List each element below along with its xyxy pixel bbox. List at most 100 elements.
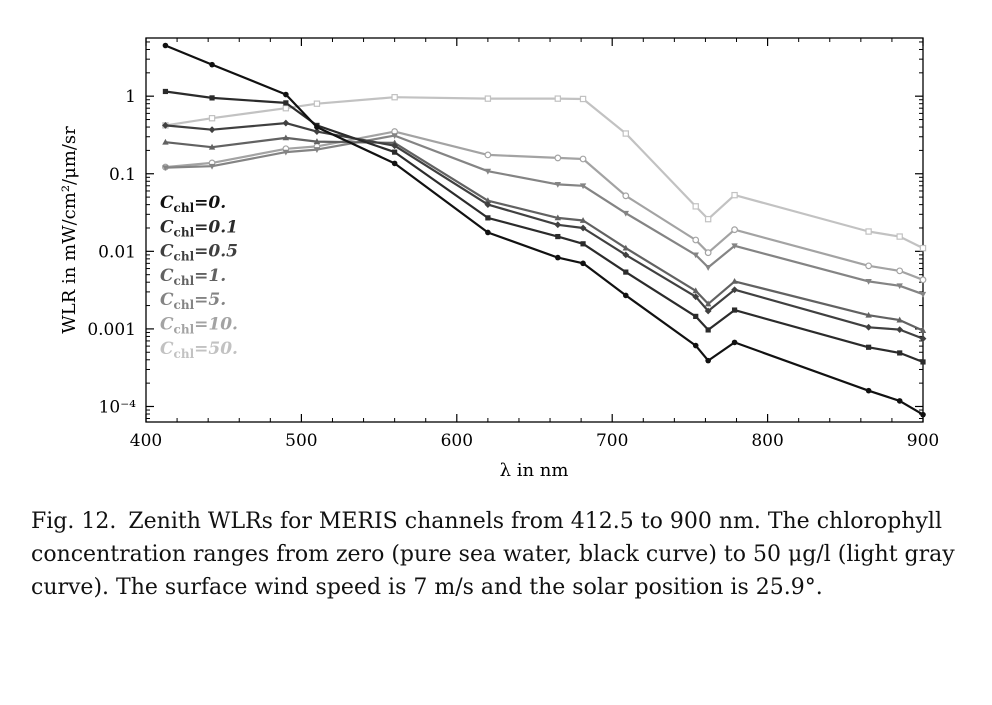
plot-frame	[145, 37, 924, 423]
data-point	[693, 313, 699, 319]
data-point	[865, 262, 873, 270]
data-point	[162, 42, 169, 49]
data-point	[484, 197, 492, 204]
data-point	[622, 251, 630, 259]
data-point	[920, 359, 926, 365]
data-point	[865, 387, 872, 394]
legend-subscript: chl	[174, 298, 195, 312]
legend: Cchl=0.Cchl=0.1Cchl=0.5Cchl=1.Cchl=5.Cch…	[160, 193, 238, 361]
series-line	[164, 44, 924, 416]
series-line	[165, 90, 924, 364]
data-point	[391, 94, 398, 101]
legend-base: C	[160, 193, 174, 213]
data-point	[731, 226, 738, 234]
data-point	[580, 260, 586, 267]
y-tick-label: 10⁻⁴	[99, 397, 137, 417]
data-point	[314, 124, 320, 130]
legend-entry: Cchl=0.5	[160, 242, 238, 264]
data-point	[554, 181, 562, 188]
data-point	[313, 100, 321, 107]
data-point	[704, 265, 712, 271]
caption-text: Zenith WLRs for MERIS channels from 412.…	[31, 509, 955, 600]
x-tick-label: 600	[441, 431, 473, 451]
data-point	[485, 229, 491, 236]
data-point	[313, 138, 321, 144]
data-point	[282, 149, 290, 156]
series-3	[162, 134, 927, 334]
data-point	[692, 236, 700, 244]
y-tick-label: 1	[125, 87, 136, 107]
data-point	[919, 335, 927, 343]
data-point	[580, 241, 586, 247]
data-point	[484, 151, 492, 159]
legend-value: =0.	[194, 193, 226, 213]
data-point	[623, 269, 629, 275]
data-point	[209, 95, 215, 101]
x-axis-label: λ in nm	[500, 460, 569, 481]
legend-base: C	[160, 290, 174, 310]
data-point	[731, 307, 738, 313]
legend-value: =0.5	[194, 242, 238, 262]
data-point	[731, 277, 738, 284]
data-point	[162, 138, 169, 145]
legend-value: =50.	[194, 339, 238, 359]
data-point	[705, 327, 711, 333]
data-point	[896, 398, 903, 404]
data-point	[692, 342, 699, 349]
data-point	[282, 119, 290, 127]
data-point	[554, 95, 562, 102]
data-point	[484, 95, 492, 102]
series-4	[162, 133, 927, 298]
series-layer	[162, 42, 927, 418]
y-axis-label: WLR in mW/cm²/μm/sr	[59, 126, 80, 334]
data-point	[485, 215, 491, 221]
data-point	[208, 126, 216, 134]
legend-subscript: chl	[174, 250, 195, 264]
legend-base: C	[160, 315, 174, 335]
data-point	[704, 215, 712, 223]
data-point	[162, 122, 169, 129]
legend-entry: Cchl=1.	[160, 266, 226, 288]
data-point	[555, 233, 561, 240]
data-point	[704, 300, 712, 307]
legend-subscript: chl	[174, 225, 195, 239]
data-point	[579, 224, 587, 232]
data-point	[865, 278, 872, 285]
data-point	[391, 142, 399, 150]
data-point	[209, 61, 215, 68]
data-point	[283, 100, 289, 106]
data-point	[896, 233, 903, 240]
data-point	[162, 88, 169, 95]
y-tick-label: 0.01	[98, 242, 136, 262]
data-point	[866, 344, 872, 350]
y-tick-label: 0.001	[87, 320, 136, 340]
data-point	[484, 168, 492, 175]
legend-value: =0.1	[194, 217, 238, 237]
series-2	[162, 119, 927, 343]
legend-entry: Cchl=50.	[160, 339, 238, 361]
legend-entry: Cchl=10.	[160, 315, 238, 337]
data-point	[896, 283, 903, 290]
series-5	[162, 128, 927, 284]
x-tick-label: 800	[751, 431, 783, 451]
legend-value: =1.	[194, 266, 226, 286]
series-6	[162, 94, 927, 252]
data-point	[554, 214, 562, 221]
legend-value: =10.	[194, 315, 238, 335]
data-point	[692, 203, 699, 210]
data-point	[622, 292, 629, 299]
data-point	[704, 249, 712, 257]
data-point	[731, 286, 738, 294]
data-point	[283, 91, 289, 98]
data-point	[896, 267, 904, 275]
data-point	[731, 243, 738, 250]
legend-value: =5.	[194, 290, 226, 310]
data-point	[313, 128, 321, 135]
data-point	[704, 307, 712, 315]
series-line	[165, 136, 924, 332]
data-point	[896, 316, 903, 323]
series-0	[162, 42, 926, 418]
legend-base: C	[160, 242, 174, 262]
legend-base: C	[160, 339, 174, 359]
data-point	[897, 350, 903, 356]
